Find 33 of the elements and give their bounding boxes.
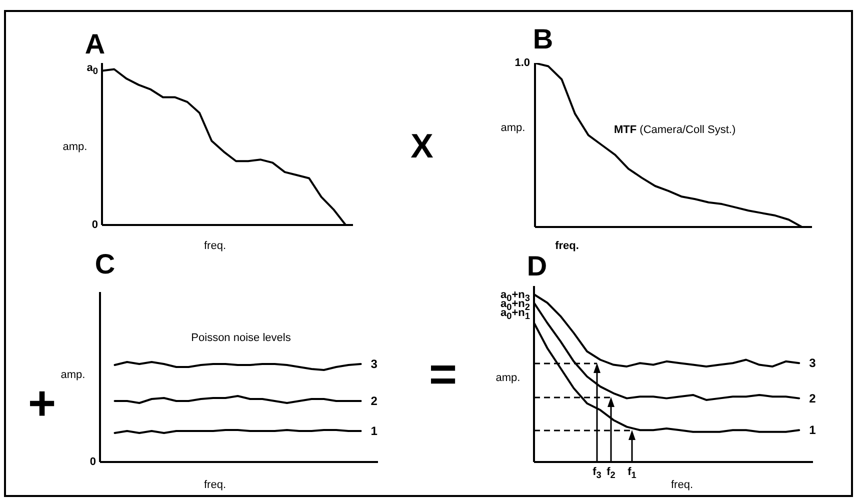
text: f$_{2}$ <box>606 466 616 480</box>
text: f$_{3}$ <box>592 466 602 480</box>
y-axis-title: amp. <box>496 372 520 384</box>
text: 0 <box>90 456 96 468</box>
x-axis-title: freq. <box>670 478 694 491</box>
text: 3 <box>809 356 816 370</box>
text: 2 <box>809 391 816 406</box>
y-axis-title: amp. <box>500 122 526 134</box>
chart-title: D <box>526 250 548 282</box>
annotation: MTF (Camera/Coll Syst.) <box>614 124 736 136</box>
series-label: 1 <box>370 424 378 438</box>
text: a$_{0}$ <box>86 62 98 76</box>
text: 1 <box>809 423 816 438</box>
y-axis-title: amp. <box>60 368 86 381</box>
text: = <box>428 348 458 402</box>
series-label: 3 <box>524 293 530 304</box>
x-axis-title: freq. <box>555 240 579 252</box>
text: 0 <box>92 218 98 231</box>
y-axis-title: amp. <box>62 140 88 153</box>
chart-title: A <box>84 28 106 60</box>
series-label: 1 <box>524 311 530 322</box>
x-axis-title: freq. <box>204 478 226 491</box>
x-axis-title: freq. <box>204 240 226 252</box>
text: Poisson noise levels <box>191 332 291 344</box>
text: f$_{1}$ <box>628 466 636 480</box>
series-label: 2 <box>370 394 378 408</box>
text: X <box>410 127 434 166</box>
text: 1.0 <box>514 56 530 69</box>
series-label: 2 <box>524 302 530 312</box>
series-label: 3 <box>370 357 378 371</box>
chart-title: C <box>94 248 116 280</box>
chart-title: B <box>532 24 554 55</box>
text: + <box>28 378 56 431</box>
